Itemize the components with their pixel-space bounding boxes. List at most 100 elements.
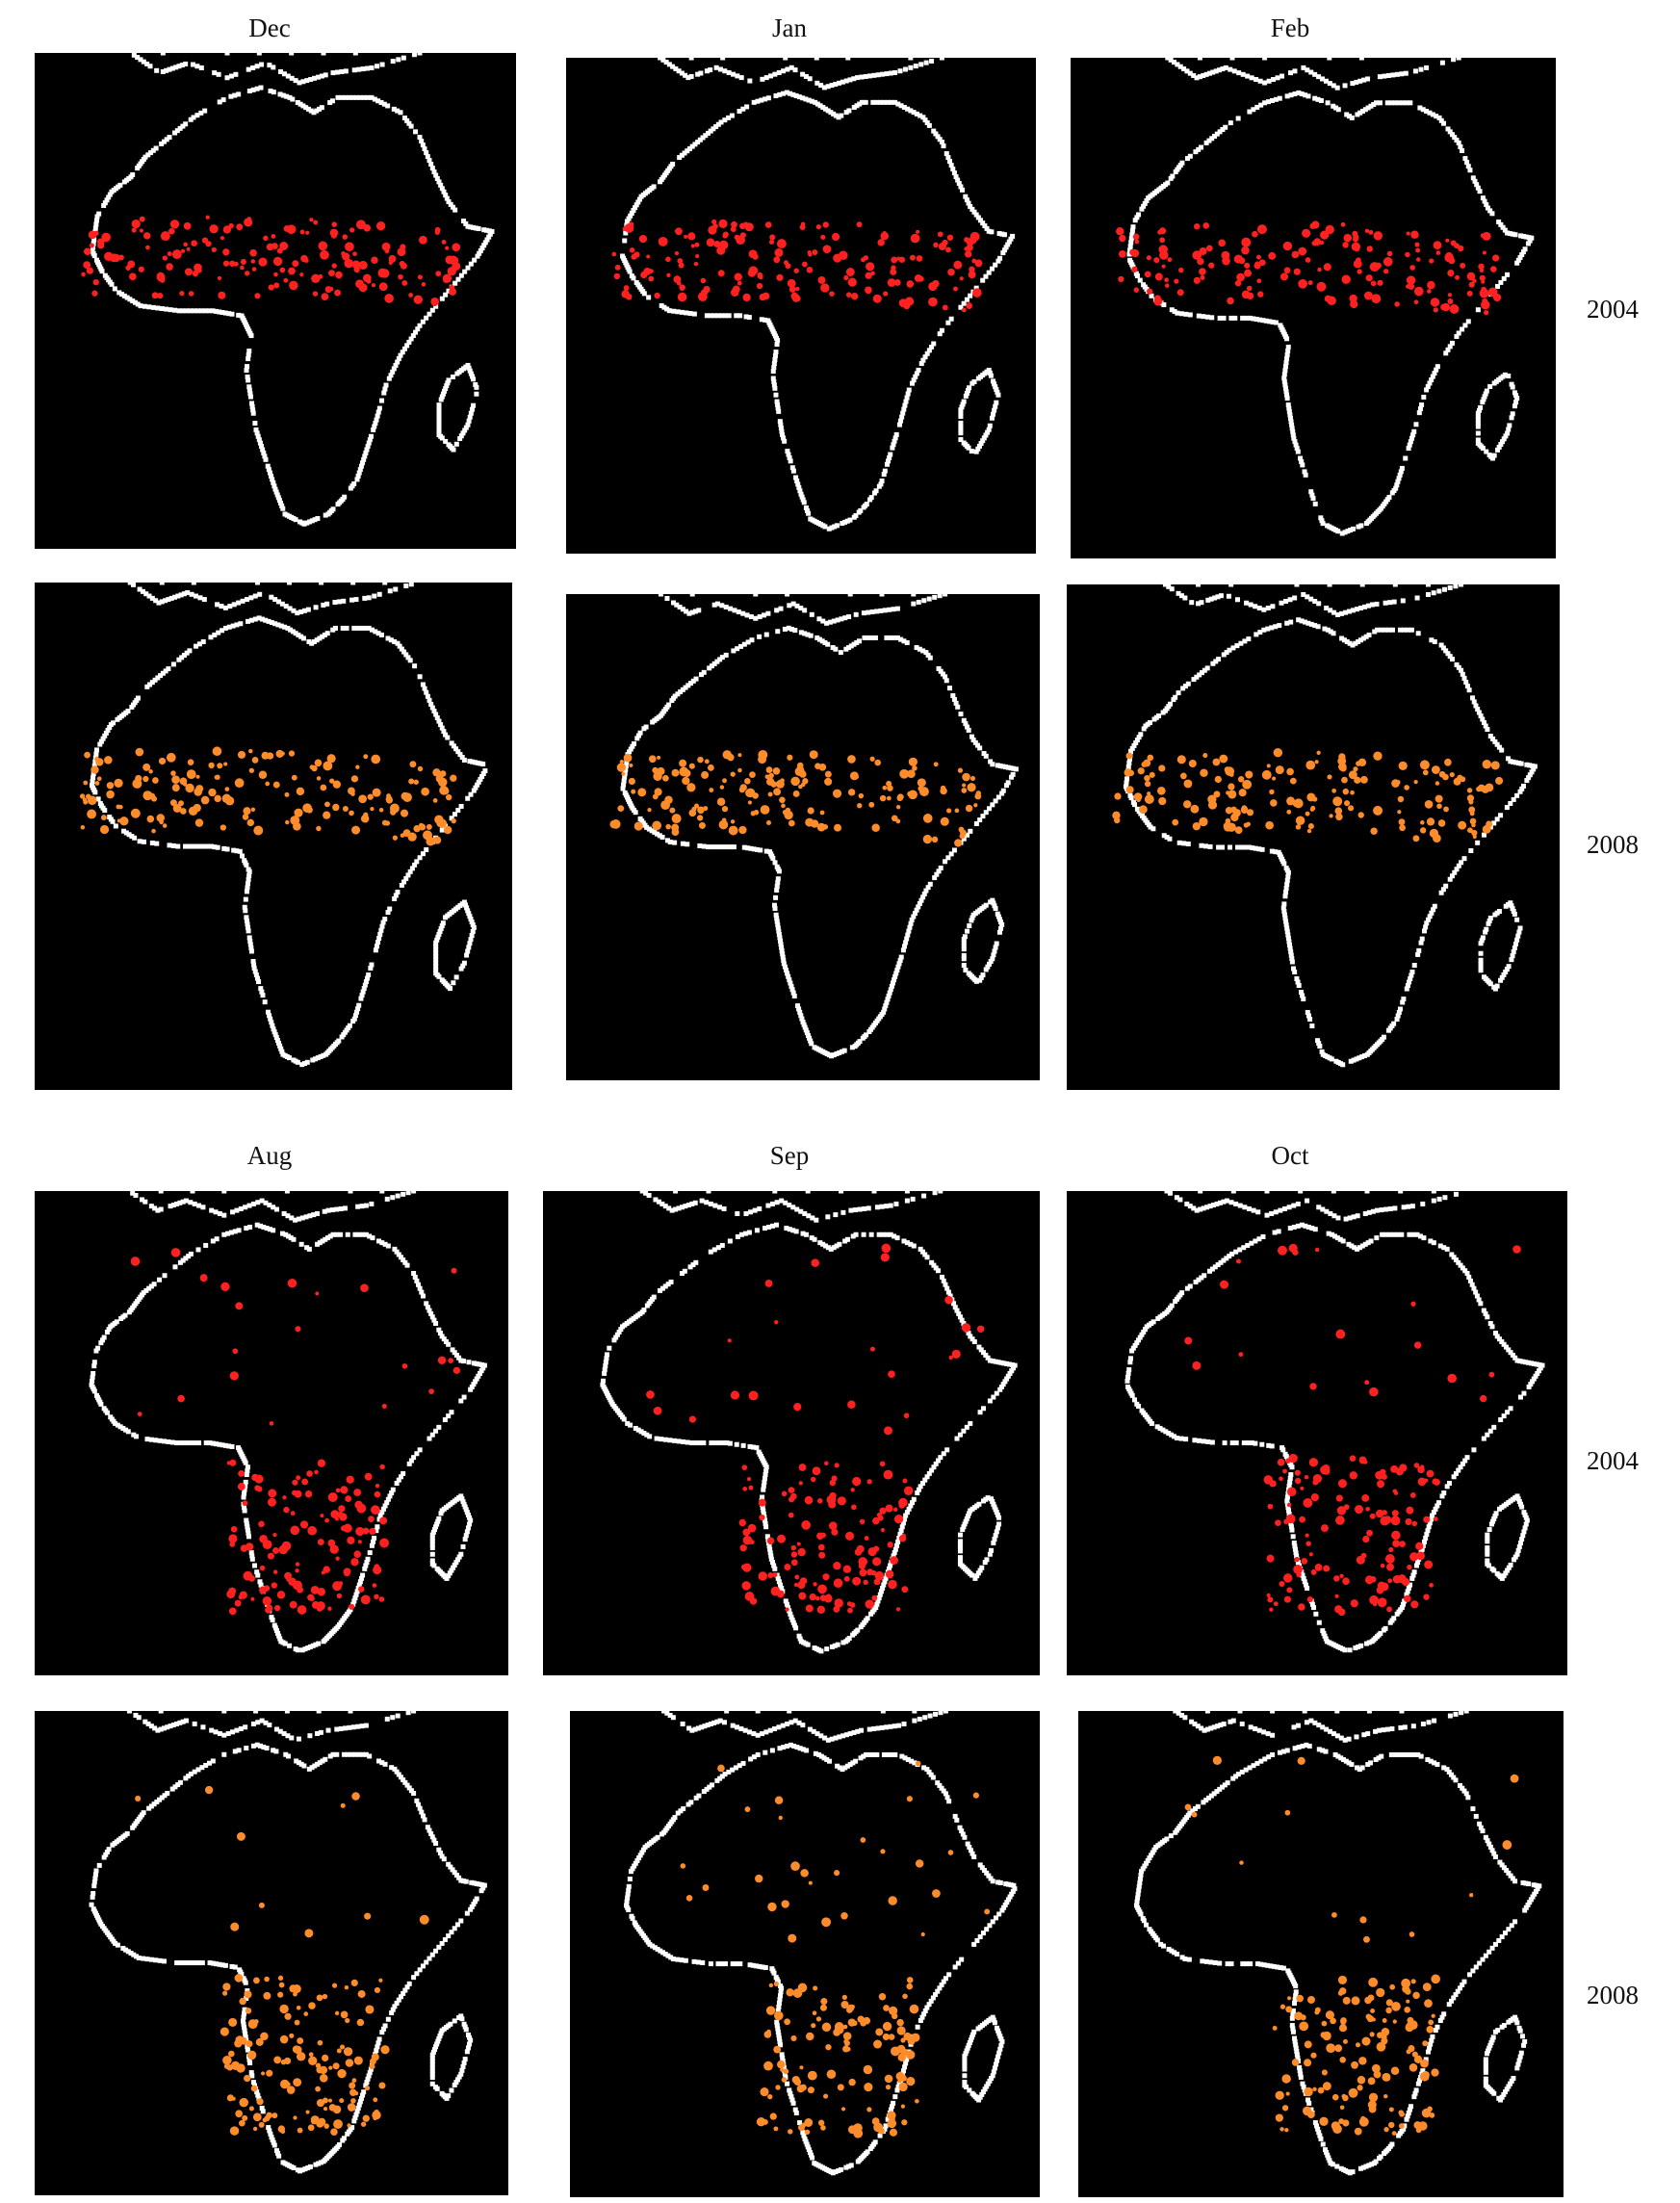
coastline-dot <box>395 889 401 894</box>
coastline-dot <box>269 594 274 600</box>
coastline-dot <box>1424 65 1430 70</box>
coastline-dot <box>846 645 852 651</box>
fire-detection-point <box>851 1504 857 1511</box>
coastline-dot <box>875 1598 881 1604</box>
coastline-dot <box>456 1554 462 1560</box>
coastline-dot <box>1478 713 1484 718</box>
coastline-dot <box>93 1348 99 1354</box>
coastline-dot <box>1401 627 1407 633</box>
fire-detection-point <box>864 1536 869 1541</box>
coastline-dot <box>890 445 895 451</box>
coastline-dot <box>467 941 473 946</box>
fire-detection-point <box>928 297 938 307</box>
coastline-dot <box>1475 185 1481 191</box>
fire-detection-point <box>697 806 705 815</box>
coastline-dot <box>246 356 251 362</box>
coastline-dot <box>978 218 984 223</box>
coastline-dot <box>1295 1560 1301 1566</box>
coastline-dot <box>991 411 996 417</box>
map-panel-jan-2008 <box>566 594 1040 1080</box>
coastline-dot <box>884 1204 890 1209</box>
coastline-dot <box>177 1200 183 1205</box>
coastline-dot <box>254 64 260 69</box>
fire-detection-point <box>899 768 910 779</box>
coastline-dot <box>465 1512 471 1517</box>
coastline-dot <box>879 478 885 483</box>
coastline-dot <box>471 1361 477 1366</box>
coastline-dot <box>831 618 837 624</box>
coastline-dot <box>434 715 440 721</box>
fire-detection-point <box>1430 298 1440 307</box>
coastline-dot <box>194 64 200 69</box>
coastline-dot <box>446 1573 452 1579</box>
coastline-dot <box>697 1440 703 1446</box>
coastline-dot <box>1517 789 1523 794</box>
fire-detection-point <box>329 228 339 238</box>
coastline-dot <box>969 1336 975 1342</box>
coastline-dot <box>350 583 356 585</box>
coastline-dot <box>790 1620 796 1625</box>
fire-detection-point <box>808 252 813 257</box>
coastline-dot <box>1287 1479 1293 1485</box>
coastline-dot <box>439 725 445 731</box>
coastline-dot <box>987 1398 993 1404</box>
fire-detection-point <box>1119 234 1126 243</box>
fire-detection-point <box>1397 810 1402 815</box>
coastline-dot <box>809 611 814 617</box>
fire-detection-point <box>1341 776 1348 784</box>
coastline-dot <box>272 621 278 627</box>
month-label-oct: Oct <box>1271 1141 1309 1170</box>
fire-detection-point <box>954 808 960 814</box>
coastline-dot <box>794 1206 800 1212</box>
fire-detection-point <box>654 788 662 796</box>
coastline-dot <box>898 636 904 642</box>
coastline-dot <box>1260 318 1266 324</box>
fire-detection-point <box>648 275 655 282</box>
coastline-dot <box>1347 609 1353 614</box>
coastline-dot <box>995 258 1001 264</box>
coastline-dot <box>847 77 853 83</box>
coastline-dot <box>398 110 403 116</box>
coastline-dot <box>396 1477 401 1483</box>
coastline-dot <box>624 760 630 765</box>
coastline-dot <box>1481 974 1486 980</box>
coastline-dot <box>1197 74 1202 80</box>
fire-detection-point <box>228 1607 237 1616</box>
coastline-dot <box>810 1215 815 1221</box>
coastline-dot <box>112 286 117 292</box>
coastline-dot <box>1168 58 1174 63</box>
coastline-dot <box>313 1056 319 1062</box>
fire-detection-point <box>817 1584 827 1594</box>
coastline-dot <box>666 62 672 67</box>
coastline-dot <box>802 631 808 636</box>
fire-detection-point <box>1283 267 1291 274</box>
fire-detection-point <box>180 808 187 815</box>
coastline-dot <box>307 1213 313 1219</box>
coastline-dot <box>222 310 228 316</box>
coastline-dot <box>734 1441 739 1447</box>
fire-detection-point <box>401 280 408 286</box>
coastline-dot <box>757 1205 762 1211</box>
coastline-dot <box>95 796 101 802</box>
coastline-dot <box>1503 433 1509 439</box>
coastline-dot <box>1008 774 1014 780</box>
coastline-dot <box>916 599 921 605</box>
coastline-dot <box>226 624 232 630</box>
fire-detection-point <box>1449 303 1460 314</box>
fire-detection-point <box>306 1470 313 1477</box>
coastline-dot <box>774 1200 780 1205</box>
coastline-dot <box>1292 439 1298 445</box>
fire-detection-point <box>282 1495 287 1500</box>
fire-detection-point <box>677 292 687 302</box>
coastline-dot <box>767 1546 773 1552</box>
coastline-dot <box>655 831 660 837</box>
coastline-dot <box>831 1052 837 1058</box>
coastline-dot <box>1328 608 1333 613</box>
fire-detection-point <box>828 1521 838 1531</box>
coastline-dot <box>903 940 909 946</box>
fire-detection-point <box>378 807 384 813</box>
coastline-dot <box>261 1224 267 1230</box>
coastline-dot <box>443 732 449 738</box>
fire-detection-point <box>722 750 732 760</box>
coastline-dot <box>138 57 143 63</box>
